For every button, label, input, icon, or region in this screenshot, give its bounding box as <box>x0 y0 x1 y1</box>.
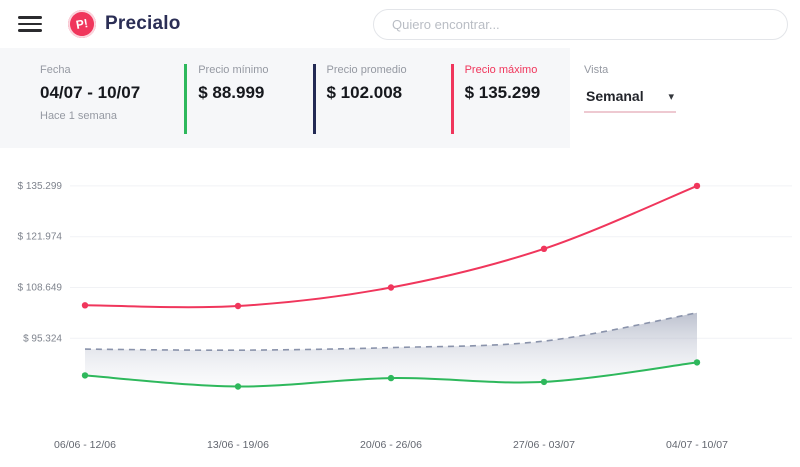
y-tick-label: $ 121.974 <box>18 232 63 243</box>
min-price-label: Precio mínimo <box>198 64 269 76</box>
data-point[interactable] <box>81 372 89 379</box>
stats-panel: Fecha 04/07 - 10/07 Hace 1 semana Precio… <box>0 48 570 148</box>
chart-section: $ 135.299 $ 121.974 $ 108.649 $ 95.324 06/06… <box>0 148 800 467</box>
data-point[interactable] <box>387 374 395 382</box>
menu-bar <box>18 22 42 26</box>
logo-text: Precialo <box>105 13 181 34</box>
data-point[interactable] <box>540 245 548 252</box>
data-point[interactable] <box>81 302 89 309</box>
search-input[interactable] <box>373 8 788 40</box>
y-tick-label: $ 108.649 <box>18 283 63 294</box>
max-price-value: $ 135.299 <box>464 83 541 102</box>
avg-price-label: Precio promedio <box>326 64 407 76</box>
data-point[interactable] <box>540 378 548 386</box>
x-tick-label: 06/06 - 12/06 <box>54 439 116 451</box>
avg-min-band <box>85 312 697 387</box>
date-range-card: Fecha 04/07 - 10/07 Hace 1 semana <box>40 64 140 134</box>
menu-bar <box>18 29 42 32</box>
search-container <box>373 8 788 40</box>
logo-badge-icon: P! <box>65 7 99 41</box>
vista-select-value: Semanal <box>586 88 644 104</box>
x-tick-label: 04/07 - 10/07 <box>666 439 728 451</box>
date-range-sub: Hace 1 semana <box>40 110 118 122</box>
series-line <box>84 312 698 352</box>
menu-icon[interactable] <box>18 8 42 40</box>
view-selector: Vista Semanal ▾ <box>584 48 676 113</box>
avg-price-value: $ 102.008 <box>326 83 403 102</box>
precialo-logo[interactable]: P! Precialo <box>65 7 181 41</box>
y-tick-label: $ 95.324 <box>23 333 62 344</box>
data-point[interactable] <box>693 182 701 190</box>
date-range-label: Fecha <box>40 64 71 76</box>
date-range-value: 04/07 - 10/07 <box>40 83 141 102</box>
min-price-value: $ 88.999 <box>198 83 265 102</box>
y-tick-label: $ 135.299 <box>18 181 63 192</box>
stats-row: Fecha 04/07 - 10/07 Hace 1 semana Precio… <box>0 48 800 148</box>
max-price-label: Precio máximo <box>464 64 538 76</box>
price-history-chart: $ 135.299 $ 121.974 $ 108.649 $ 95.324 06/06… <box>18 181 792 451</box>
data-point[interactable] <box>234 302 242 310</box>
avg-price-card: Precio promedio $ 102.008 <box>312 64 407 134</box>
menu-bar <box>18 16 42 19</box>
data-point[interactable] <box>693 359 701 366</box>
view-label: Vista <box>584 64 609 76</box>
x-tick-label: 27/06 - 03/07 <box>513 439 575 451</box>
vista-select[interactable]: Semanal ▾ <box>584 86 676 113</box>
app-header: P! Precialo <box>0 0 800 48</box>
chevron-down-icon: ▾ <box>668 90 674 103</box>
max-price-card: Precio máximo $ 135.299 <box>450 64 541 134</box>
x-tick-label: 20/06 - 26/06 <box>360 439 422 451</box>
data-point[interactable] <box>387 284 395 291</box>
data-point[interactable] <box>234 383 242 390</box>
min-price-card: Precio mínimo $ 88.999 <box>184 64 269 134</box>
x-tick-label: 13/06 - 19/06 <box>207 439 269 451</box>
